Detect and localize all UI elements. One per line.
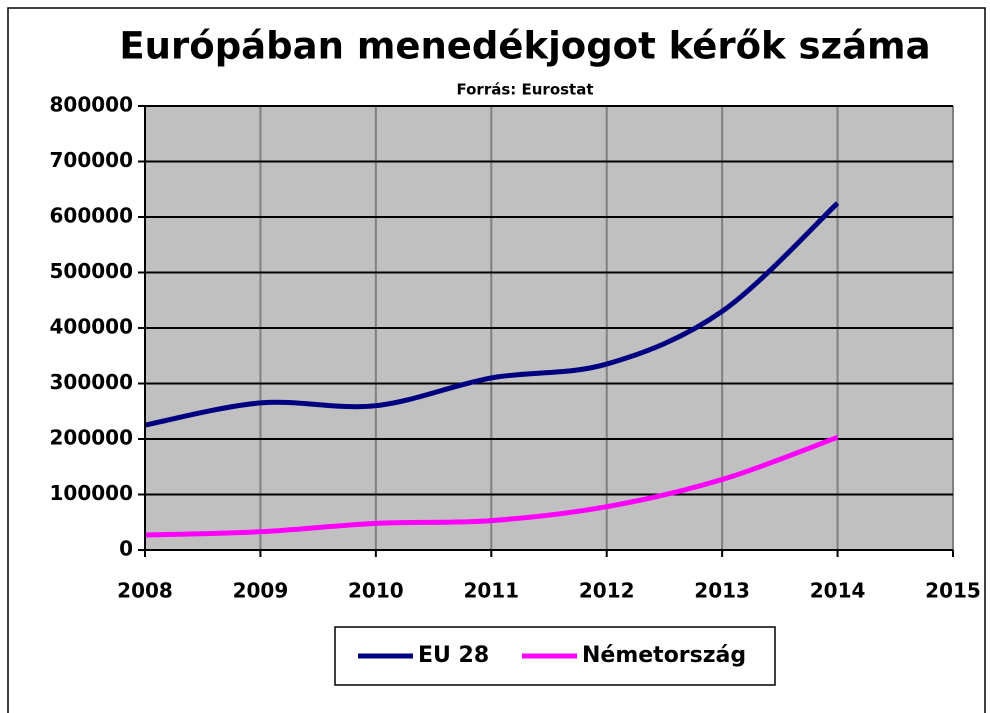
chart-title: Európában menedékjogot kérők száma (119, 25, 930, 68)
y-tick-label: 500000 (50, 259, 134, 283)
y-tick-label: 200000 (50, 426, 134, 450)
x-tick-label: 2015 (925, 579, 981, 603)
x-tick-label: 2009 (233, 579, 289, 603)
y-tick-label: 700000 (50, 148, 134, 172)
x-tick-label: 2012 (579, 579, 635, 603)
y-tick-label: 400000 (50, 315, 134, 339)
chart-subtitle: Forrás: Eurostat (456, 81, 593, 99)
x-tick-label: 2014 (810, 579, 866, 603)
y-tick-label: 800000 (50, 93, 134, 117)
line-series (144, 434, 839, 538)
x-tick-label: 2010 (348, 579, 404, 603)
y-tick-label: 100000 (50, 481, 134, 505)
legend-label: Németország (582, 643, 746, 668)
legend-label: EU 28 (418, 643, 489, 668)
line-series (144, 201, 840, 428)
y-tick-label: 0 (119, 537, 133, 561)
x-tick-label: 2011 (463, 579, 519, 603)
x-tick-label: 2013 (694, 579, 750, 603)
x-tick-label: 2008 (117, 579, 173, 603)
y-tick-label: 600000 (50, 204, 134, 228)
y-tick-label: 300000 (50, 370, 134, 394)
